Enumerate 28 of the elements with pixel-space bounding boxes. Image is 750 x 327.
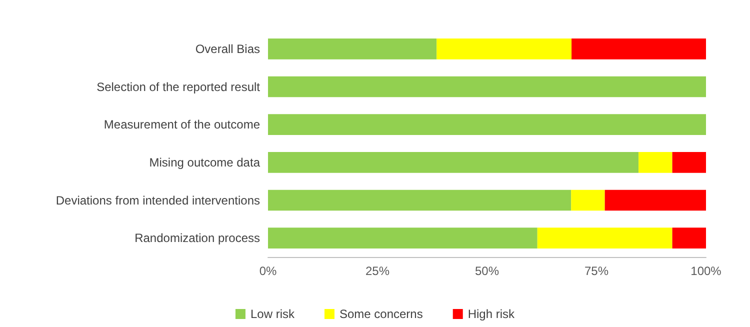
bar <box>572 38 706 60</box>
y-tick-label: Measurement of the outcome <box>104 118 260 132</box>
bar <box>672 152 706 173</box>
legend-label: Some concerns <box>339 307 423 321</box>
legend-label: Low risk <box>250 307 296 321</box>
bar <box>268 76 706 98</box>
bar <box>571 190 605 211</box>
x-tick-label: 75% <box>584 264 609 278</box>
bar <box>672 228 706 248</box>
legend-label: High risk <box>468 307 516 321</box>
bar <box>268 114 706 135</box>
y-tick-label: Deviations from intended interventions <box>56 193 260 208</box>
y-tick-label: Selection of the reported result <box>96 80 261 94</box>
x-tick-label: 50% <box>474 264 500 278</box>
x-tick-label: 0% <box>259 264 277 278</box>
bar <box>268 152 639 173</box>
bar <box>537 228 672 248</box>
bar <box>436 38 572 60</box>
bar <box>268 38 437 60</box>
bar <box>638 152 672 173</box>
y-tick-label: Randomization process <box>134 231 260 246</box>
x-tick-label: 25% <box>365 264 390 278</box>
bar <box>268 228 538 248</box>
bar <box>604 190 706 211</box>
bar <box>268 190 572 211</box>
y-tick-label: Mising outcome data <box>149 155 260 170</box>
y-tick-label: Overall Bias <box>195 42 260 56</box>
x-tick-label: 100% <box>690 264 722 278</box>
